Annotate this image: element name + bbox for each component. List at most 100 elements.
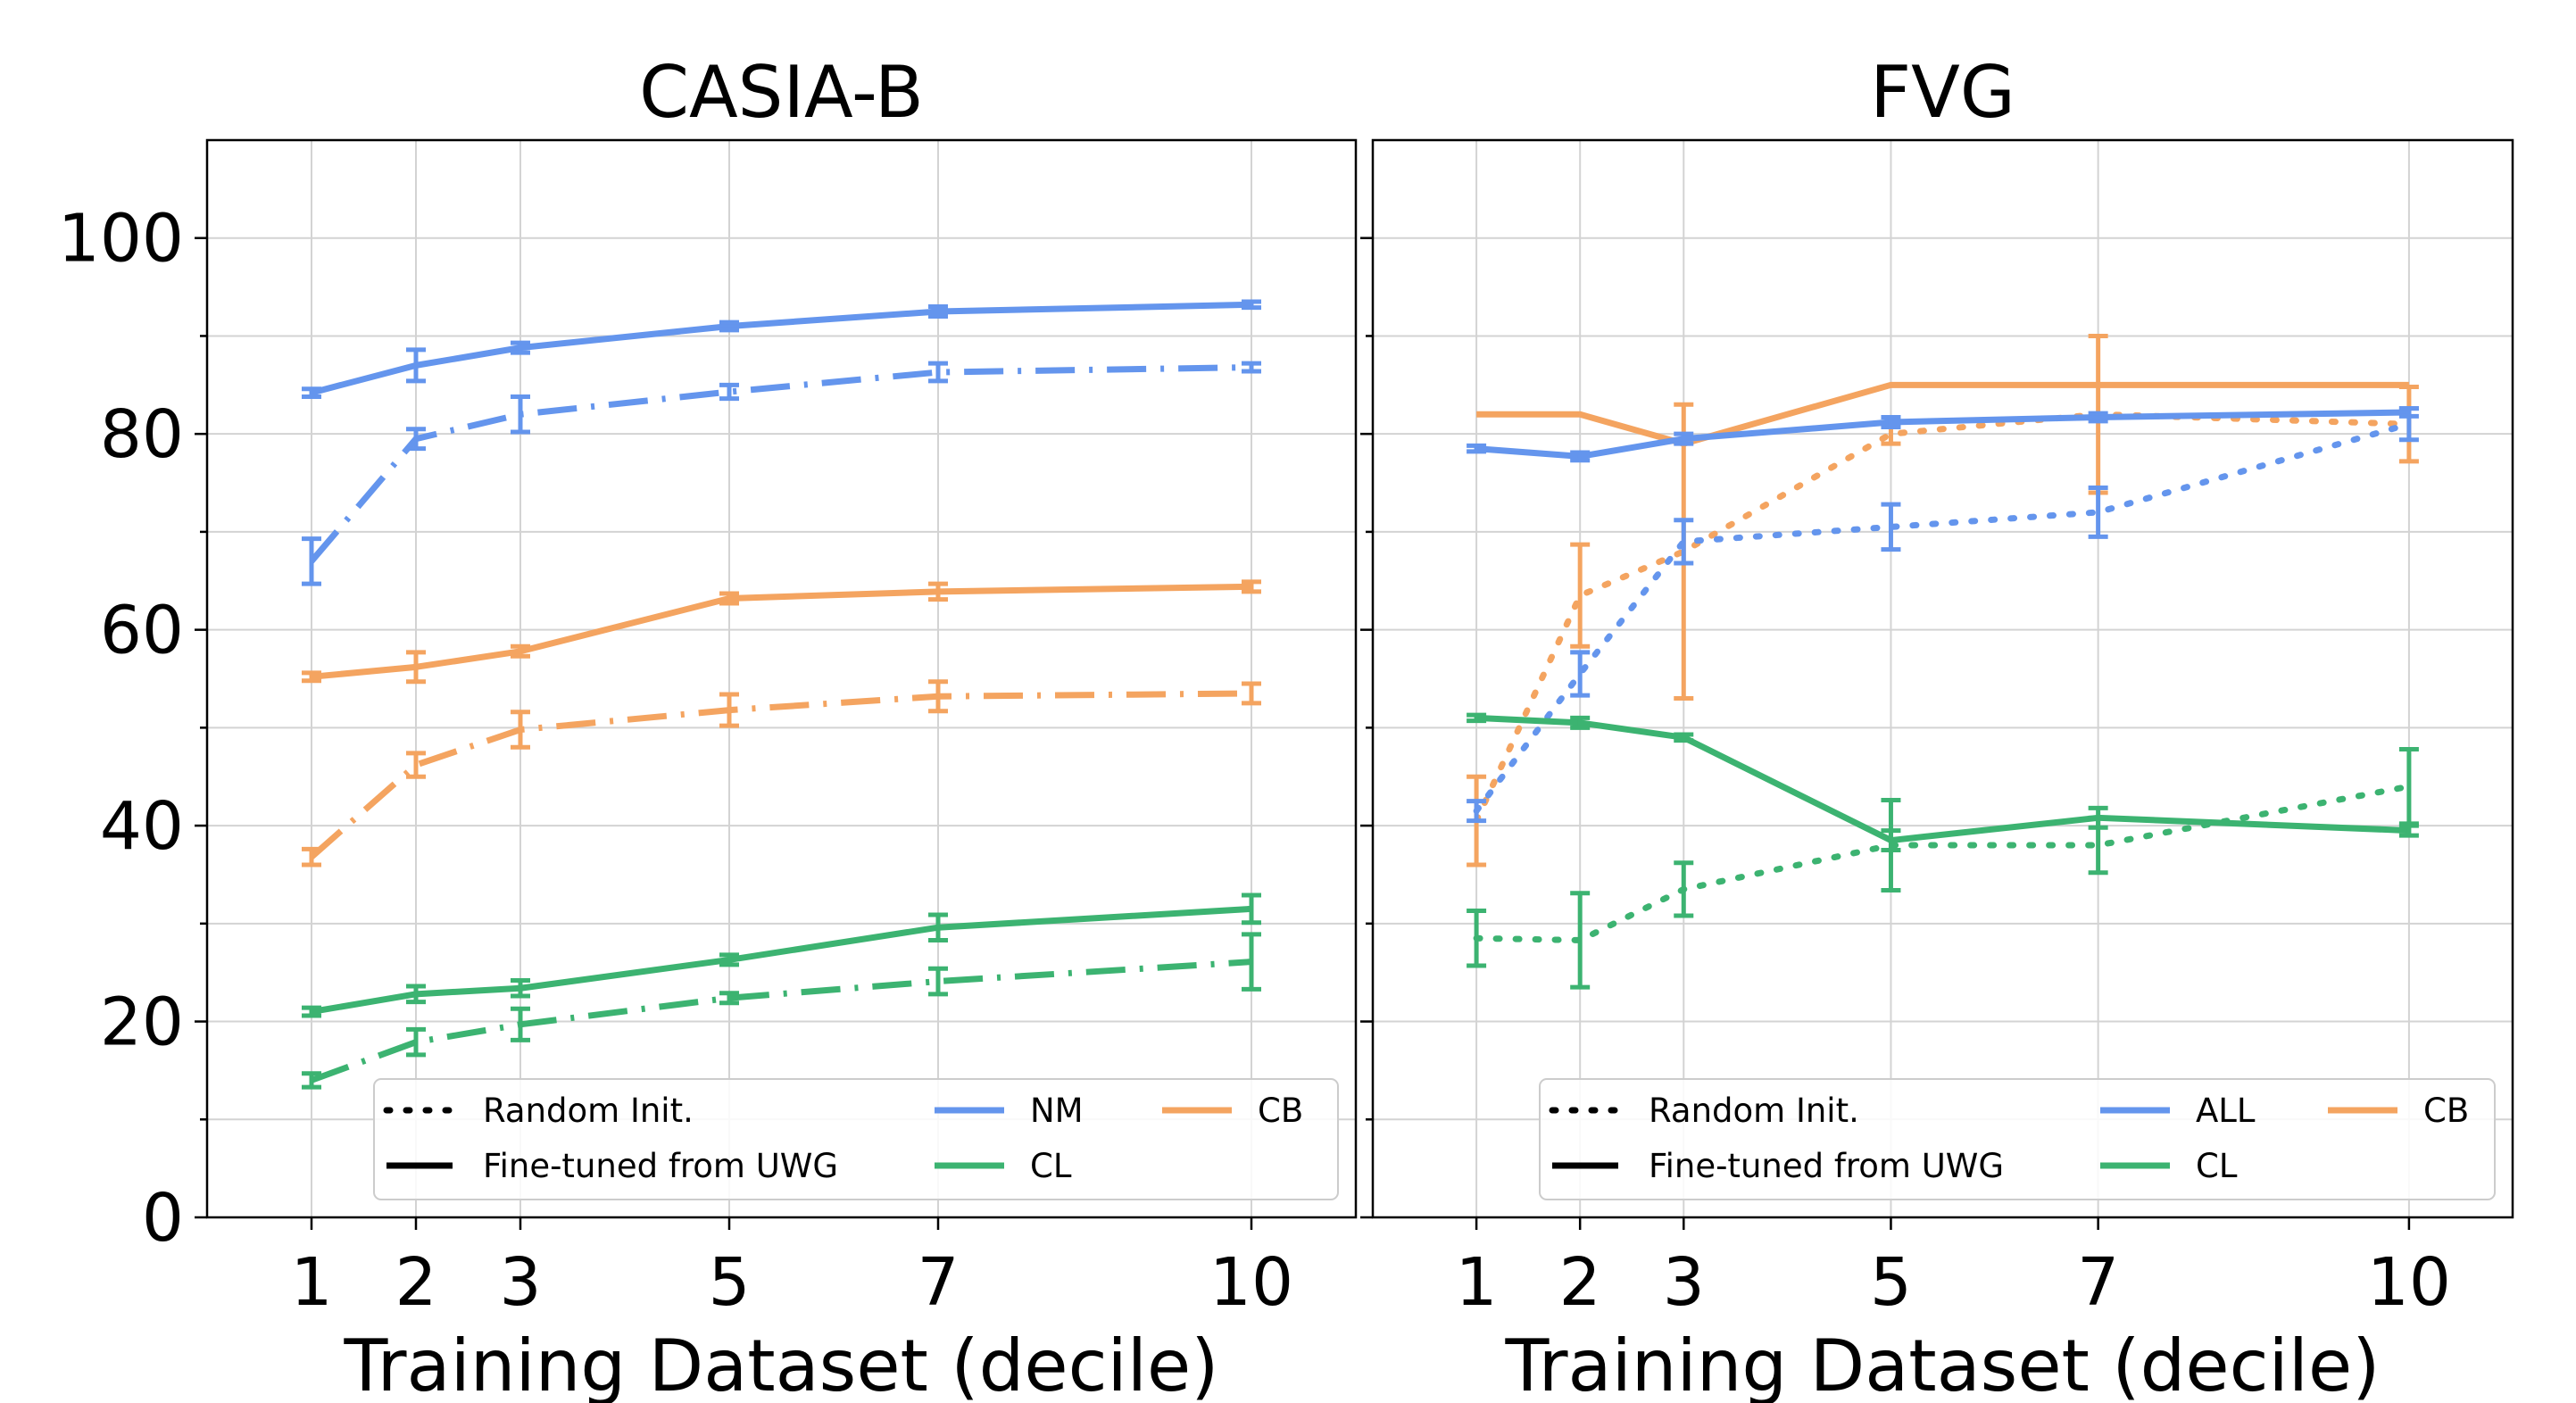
error-bar [1674,431,1694,446]
error-bar [719,320,739,333]
y-tick-label: 60 [100,593,184,669]
error-bar [719,952,739,967]
error-bar [1242,299,1261,311]
error-bar [511,643,530,659]
legend: Random Init. Fine-tuned from UWG ALL CB CL [1539,1078,2496,1200]
error-bar [511,710,530,750]
error-bar [1881,502,1901,552]
x-tick-label: 5 [708,1244,750,1321]
y-tick-label: 0 [142,1180,184,1257]
error-bar [1570,450,1591,463]
error-bar [1467,909,1487,968]
series-cb-fine-tuned [302,579,1261,685]
error-bar [719,991,739,1006]
error-bar [406,1026,426,1058]
error-bar [1570,650,1591,698]
error-bar [511,394,530,435]
chart-title: FVG [1870,51,2015,134]
legend-label: CL [2196,1147,2238,1185]
series-line [311,583,1252,680]
legend-label: ALL [2196,1092,2256,1130]
series-cb-fine-tuned [1476,381,2409,447]
error-bar [2088,486,2108,539]
error-bar [719,591,739,606]
x-tick-label: 1 [1456,1244,1498,1321]
error-bar [1467,799,1487,824]
error-bar [928,361,948,384]
error-bar [928,966,948,997]
series-line [1473,420,2413,815]
legend-label: Random Init. [1649,1092,1859,1130]
x-axis-label: Training Dataset (decile) [344,1324,1219,1403]
error-bar [406,751,426,779]
error-bar [2088,411,2108,424]
error-bar [1242,892,1261,926]
legend-label: Random Init. [483,1092,694,1130]
series-line [311,301,1252,396]
series-cl-random [1467,747,2419,990]
error-bar [1881,798,1901,893]
error-bar [1674,732,1694,743]
series-line [309,364,1252,564]
x-tick-label: 2 [1559,1244,1601,1321]
error-bar [302,536,321,586]
y-tick-label: 20 [100,984,184,1061]
error-bar [1674,860,1694,918]
x-axis-label: Training Dataset (decile) [1505,1324,2381,1403]
series-line [309,690,1252,859]
error-bar [928,679,948,714]
error-bar [2088,815,2108,876]
x-tick-label: 10 [2367,1244,2451,1321]
error-bar [302,846,321,868]
series-cb-random [302,679,1261,868]
series-all-random [1467,406,2419,824]
error-bar [1881,415,1901,430]
x-tick-label: 2 [395,1244,436,1321]
error-bar [406,650,426,685]
legend-label: CL [1030,1147,1072,1185]
x-tick-label: 3 [499,1244,541,1321]
error-bar [1242,681,1261,706]
error-bar [302,1005,321,1018]
error-bar [302,386,321,399]
plot-frame [205,138,1358,1219]
error-bar [1674,518,1694,566]
legend-label: CB [1258,1092,1303,1130]
chart-title: CASIA-B [639,51,924,134]
legend-label: Fine-tuned from UWG [483,1147,838,1185]
series-all-fine-tuned [1467,406,2419,463]
series-line [311,905,1252,1016]
series-nm-fine-tuned [302,299,1261,399]
y-tick-label: 80 [100,396,184,473]
y-tick-label: 40 [100,788,184,865]
error-bar [302,1071,321,1090]
legend-label: NM [1030,1092,1084,1130]
error-bar [406,347,426,384]
series-line [1473,783,2413,943]
error-bar [1467,443,1487,454]
legend-label: CB [2423,1092,2469,1130]
series-line [310,959,1252,1083]
error-bar [406,427,426,452]
legend-label: Fine-tuned from UWG [1649,1147,2004,1185]
error-bar [302,670,321,684]
series-nm-random [302,361,1261,586]
error-bar [719,692,739,728]
x-tick-label: 7 [917,1244,959,1321]
series-line [1473,411,2413,825]
error-bar [719,382,739,402]
x-tick-label: 1 [290,1244,332,1321]
error-bar [511,1006,530,1042]
x-tick-label: 3 [1663,1244,1705,1321]
legend-frame [1539,1078,2496,1200]
error-bar [511,977,530,999]
x-tick-label: 5 [1870,1244,1912,1321]
error-bar [928,912,948,942]
error-bar [1242,361,1261,374]
error-bar [928,581,948,602]
error-bar [1467,712,1487,724]
error-bar [1242,579,1261,594]
